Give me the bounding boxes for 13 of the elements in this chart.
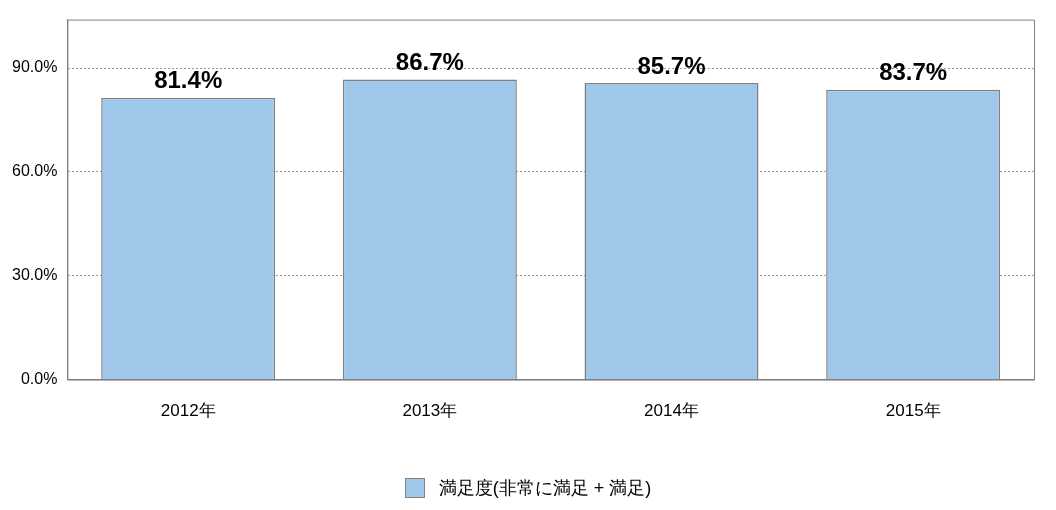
x-tick-label: 2013年 (402, 401, 458, 421)
x-tick-label: 2014年 (644, 401, 699, 421)
text: 85.7% (637, 51, 706, 79)
y-tick-label: 30.0% (11, 266, 58, 284)
y-tick-label: 0.0% (20, 370, 58, 388)
text: 86.7% (395, 48, 464, 76)
x-tick-label: 2015年 (885, 401, 941, 421)
y-tick-label: 60.0% (11, 162, 58, 180)
text: 満足度(非常に満足 + 満足) (438, 477, 652, 500)
y-tick-label: 90.0% (11, 58, 58, 76)
text: 81.4% (154, 66, 223, 94)
text: 83.7% (879, 58, 948, 86)
x-tick-label: 2012年 (160, 401, 216, 421)
